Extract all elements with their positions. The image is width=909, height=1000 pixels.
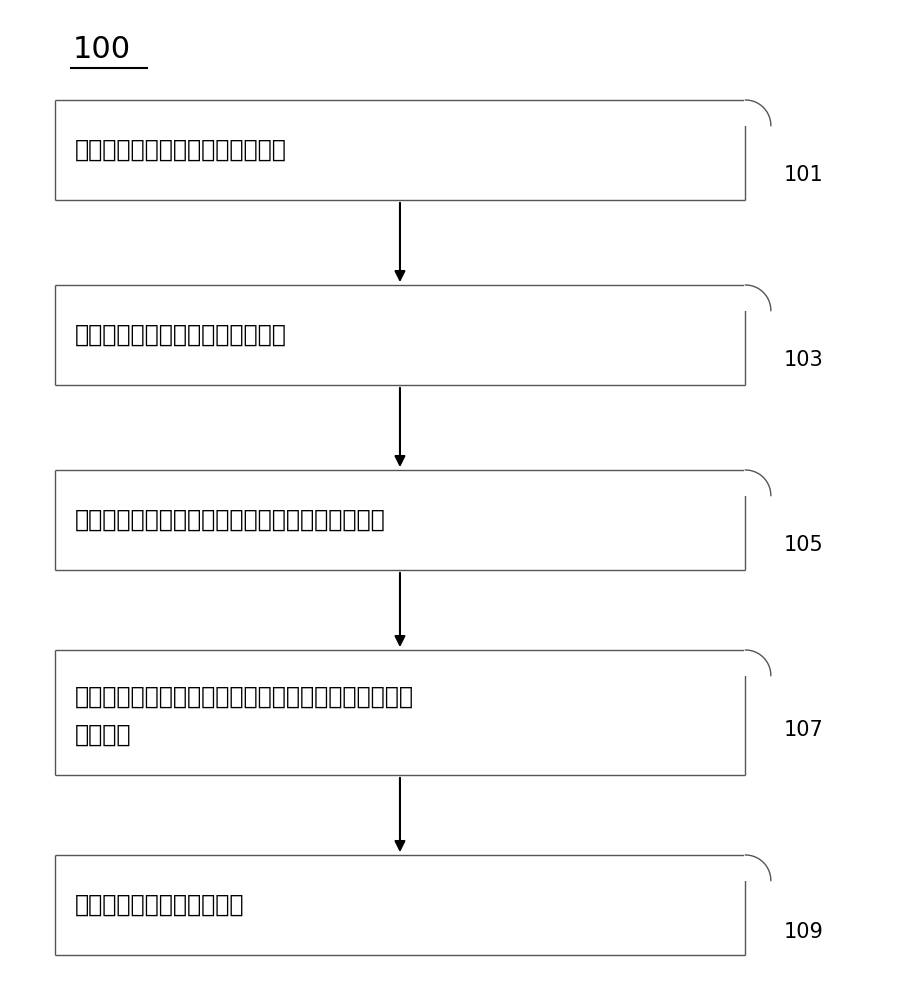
Text: 107: 107 (784, 720, 824, 740)
Text: 100: 100 (73, 35, 131, 64)
FancyBboxPatch shape (744, 646, 774, 676)
Text: 基于碰撞检测优化咬合关系: 基于碰撞检测优化咬合关系 (75, 893, 244, 917)
Text: 101: 101 (784, 165, 824, 185)
FancyBboxPatch shape (744, 466, 774, 496)
Text: 103: 103 (784, 350, 824, 370)
Text: 获取上、下颌牙齿的三维数字模型: 获取上、下颌牙齿的三维数字模型 (75, 138, 286, 162)
Text: 105: 105 (784, 535, 824, 555)
Text: 咬合关系: 咬合关系 (75, 723, 131, 747)
Text: 裁剪上、下颌牙齿的三维数字模型: 裁剪上、下颌牙齿的三维数字模型 (75, 323, 286, 347)
FancyBboxPatch shape (744, 96, 774, 126)
Text: 109: 109 (784, 922, 824, 942)
FancyBboxPatch shape (744, 281, 774, 311)
FancyBboxPatch shape (744, 851, 774, 881)
Text: 基于采样获得的上、下颌牙齿的点云进行点云配准获得: 基于采样获得的上、下颌牙齿的点云进行点云配准获得 (75, 684, 414, 708)
Text: 对裁剪后的上、下颌牙齿的三维数字模型进行采样: 对裁剪后的上、下颌牙齿的三维数字模型进行采样 (75, 508, 385, 532)
